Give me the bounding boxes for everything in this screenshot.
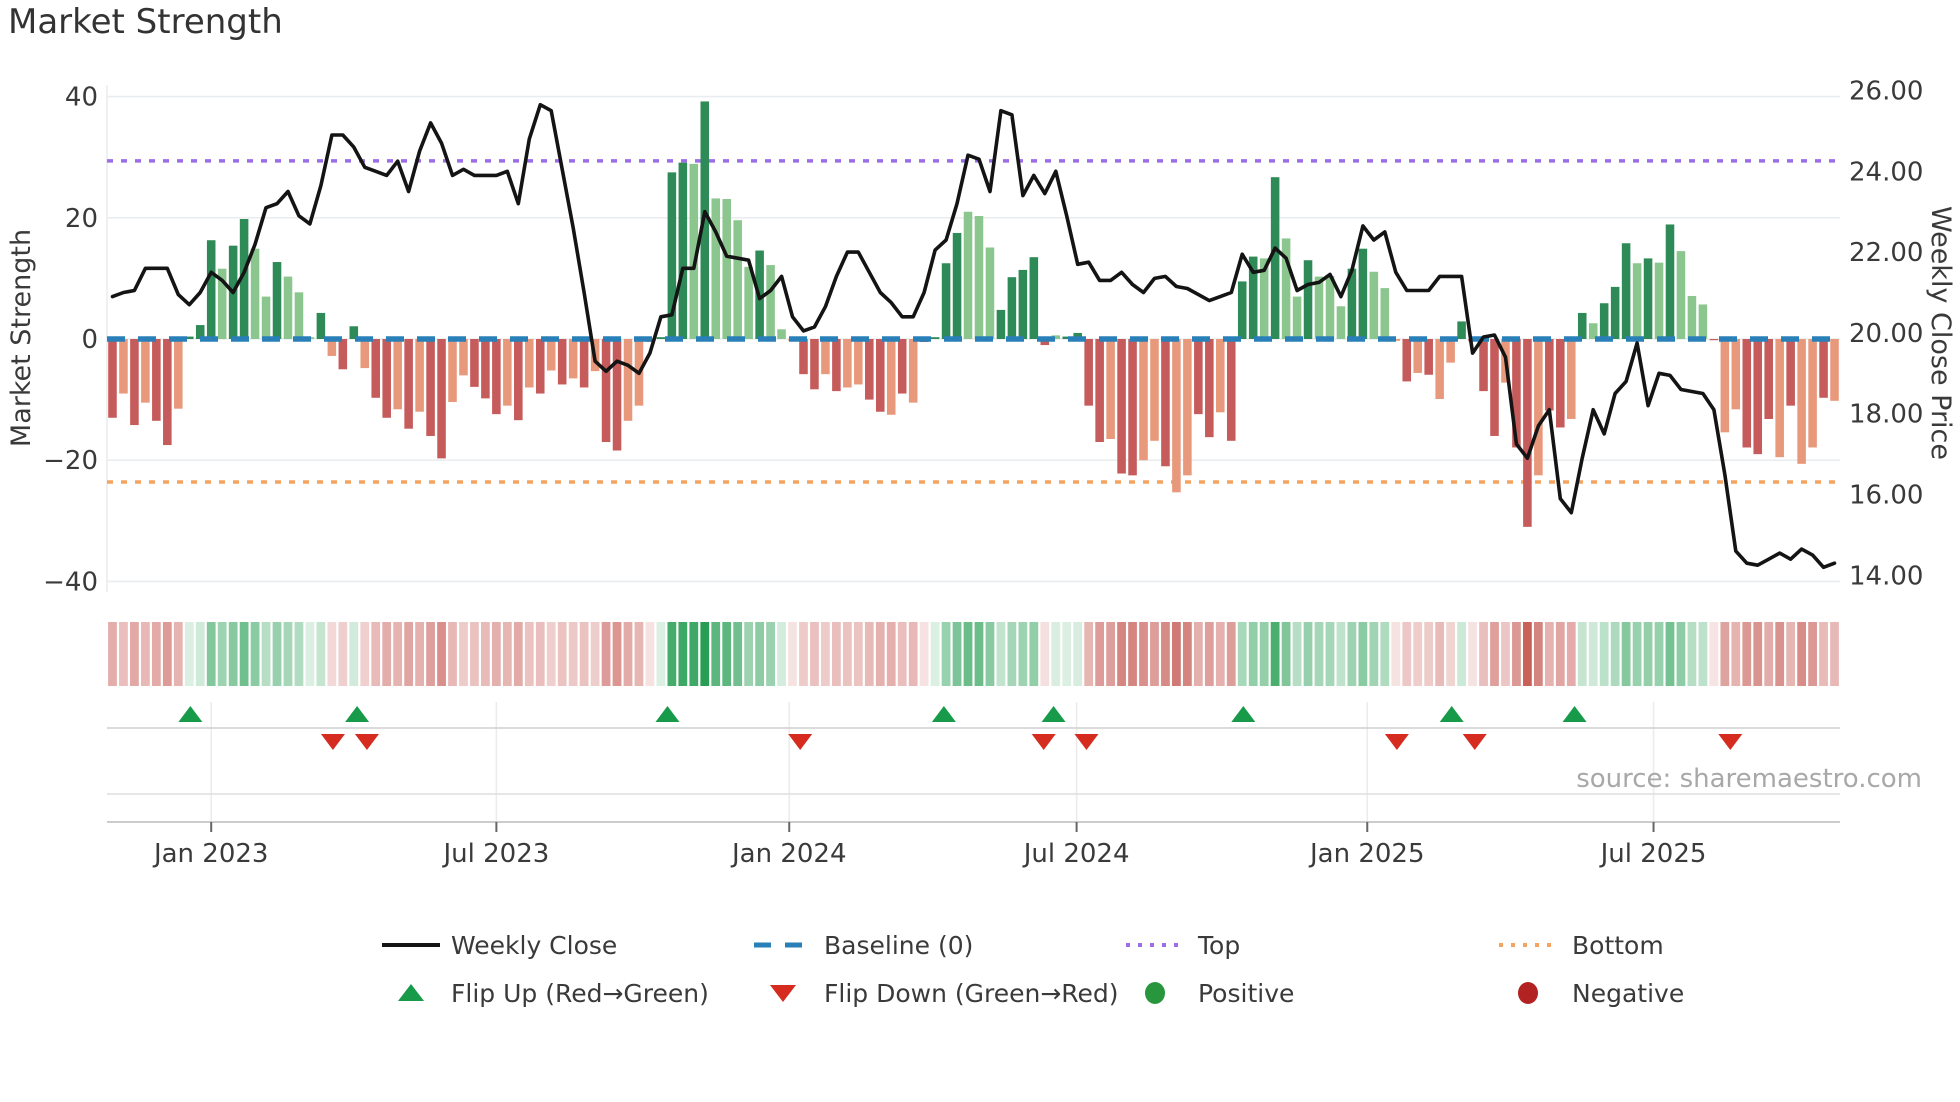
flip-down-triangle-icon xyxy=(770,985,796,1002)
heatmap-strip xyxy=(108,622,1839,686)
flip-down-marker xyxy=(354,734,379,750)
svg-text:26.00: 26.00 xyxy=(1849,77,1923,107)
flip-down-marker xyxy=(1462,734,1487,750)
left-axis-title: Market Strength xyxy=(6,229,37,447)
flip-up-marker xyxy=(655,706,680,722)
flip-up-marker xyxy=(1231,706,1256,722)
legend-item-negative: Negative xyxy=(1518,979,1684,1008)
flip-down-marker xyxy=(1718,734,1743,750)
flip-down-marker xyxy=(320,734,345,750)
flip-down-marker xyxy=(1384,734,1409,750)
svg-text:Jan 2023: Jan 2023 xyxy=(152,839,269,869)
legend-label-flip-down: Flip Down (Green→Red) xyxy=(824,979,1119,1008)
positive-dot-icon xyxy=(1145,982,1165,1004)
svg-text:40: 40 xyxy=(65,83,98,113)
legend-item-baseline: Baseline (0) xyxy=(754,931,973,960)
marker-band xyxy=(107,702,1840,832)
svg-text:14.00: 14.00 xyxy=(1849,561,1923,591)
y-axis-left: 40 20 0 −20 −40 Market Strength xyxy=(6,83,98,598)
svg-text:16.00: 16.00 xyxy=(1849,481,1923,511)
x-axis: Jan 2023 Jul 2023 Jan 2024 Jul 2024 Jan 2025… xyxy=(152,839,1707,869)
svg-text:18.00: 18.00 xyxy=(1849,400,1923,430)
legend-item-weekly-close: Weekly Close xyxy=(382,931,617,960)
source-credit: source: sharemaestro.com xyxy=(1576,764,1922,794)
svg-text:Jul 2025: Jul 2025 xyxy=(1599,839,1707,869)
legend-label-positive: Positive xyxy=(1198,979,1294,1008)
svg-text:Jul 2024: Jul 2024 xyxy=(1022,839,1130,869)
negative-dot-icon xyxy=(1518,982,1538,1004)
strength-bars xyxy=(108,101,1839,527)
flip-down-marker xyxy=(1031,734,1056,750)
price-line xyxy=(110,102,1837,570)
reference-lines xyxy=(107,159,1840,484)
svg-text:Jan 2025: Jan 2025 xyxy=(1308,839,1425,869)
flip-up-marker xyxy=(1439,706,1464,722)
flip-markers xyxy=(178,706,1743,750)
flip-up-marker xyxy=(178,706,203,722)
svg-text:20.00: 20.00 xyxy=(1849,319,1923,349)
y-axis-right: 26.00 24.00 22.00 20.00 18.00 16.00 14.00 Weekl… xyxy=(1849,77,1956,592)
flip-up-triangle-icon xyxy=(398,984,424,1001)
svg-text:20: 20 xyxy=(65,204,98,234)
flip-down-marker xyxy=(788,734,813,750)
flip-up-marker xyxy=(1562,706,1587,722)
legend-item-bottom: Bottom xyxy=(1499,931,1664,960)
svg-text:−20: −20 xyxy=(43,446,98,476)
legend-item-flip-up: Flip Up (Red→Green) xyxy=(398,979,709,1008)
svg-text:−40: −40 xyxy=(43,567,98,597)
flip-up-marker xyxy=(931,706,956,722)
legend-item-positive: Positive xyxy=(1145,979,1294,1008)
legend-label-baseline: Baseline (0) xyxy=(824,931,973,960)
legend-item-flip-down: Flip Down (Green→Red) xyxy=(770,979,1119,1008)
legend-label-bottom: Bottom xyxy=(1572,931,1664,960)
flip-up-marker xyxy=(1041,706,1066,722)
flip-down-marker xyxy=(1074,734,1099,750)
legend-label-flip-up: Flip Up (Red→Green) xyxy=(451,979,709,1008)
legend-label-weekly-close: Weekly Close xyxy=(451,931,617,960)
page-title: Market Strength xyxy=(8,2,283,42)
legend: Weekly Close Baseline (0) Top Bottom Flip Up… xyxy=(382,931,1684,1008)
flip-up-marker xyxy=(345,706,370,722)
svg-text:Jan 2024: Jan 2024 xyxy=(730,839,847,869)
svg-text:Jul 2023: Jul 2023 xyxy=(441,839,549,869)
weekly-close-line xyxy=(110,102,1837,570)
right-axis-title: Weekly Close Price xyxy=(1925,206,1956,460)
legend-item-top: Top xyxy=(1126,931,1240,960)
legend-label-top: Top xyxy=(1197,931,1240,960)
svg-text:0: 0 xyxy=(81,325,98,355)
svg-text:24.00: 24.00 xyxy=(1849,157,1923,187)
svg-text:22.00: 22.00 xyxy=(1849,238,1923,268)
legend-label-negative: Negative xyxy=(1572,979,1684,1008)
